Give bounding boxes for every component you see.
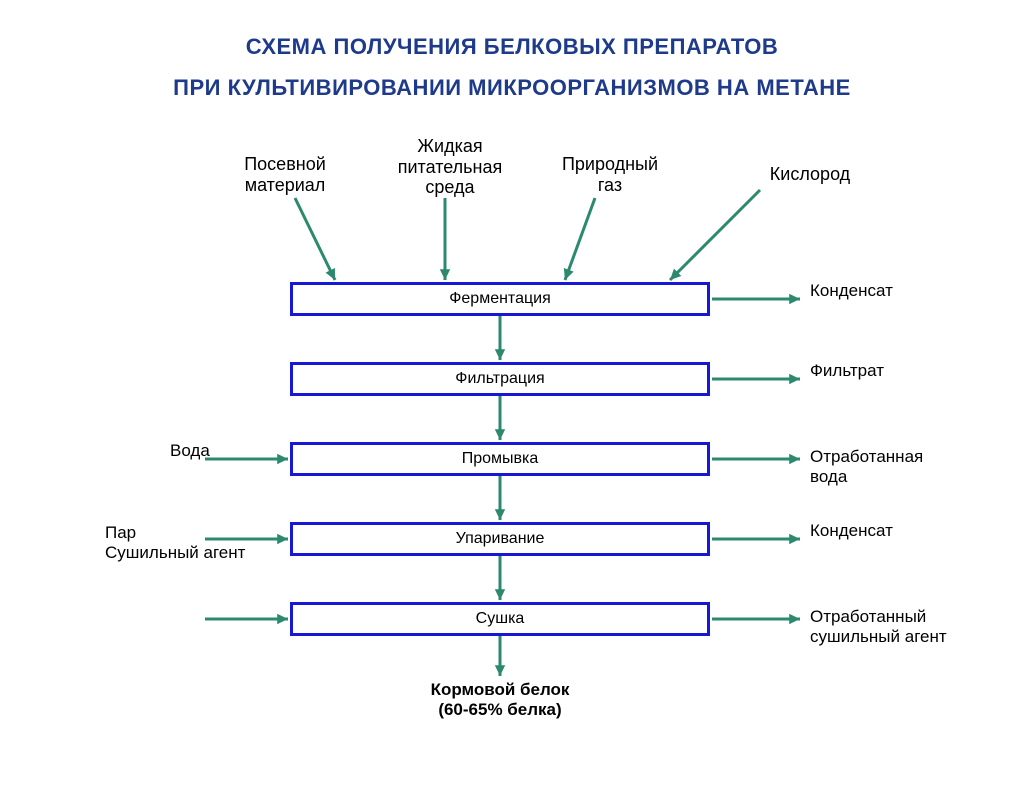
connector-1-2 bbox=[485, 381, 515, 455]
right-output-arrow-4 bbox=[697, 604, 815, 634]
right-output-label-2: Отработанная вода bbox=[810, 447, 1010, 486]
right-output-arrow-0 bbox=[697, 284, 815, 314]
flowchart-diagram: ФерментацияФильтрацияПромывкаУпариваниеС… bbox=[0, 114, 1024, 754]
diagram-title: СХЕМА ПОЛУЧЕНИЯ БЕЛКОВЫХ ПРЕПАРАТОВ ПРИ … bbox=[0, 30, 1024, 104]
connector-3-4 bbox=[485, 541, 515, 615]
input-arrow-gas bbox=[550, 183, 610, 295]
right-output-arrow-3 bbox=[697, 524, 815, 554]
right-output-arrow-1 bbox=[697, 364, 815, 394]
right-output-label-4: Отработанный сушильный агент bbox=[810, 607, 1010, 646]
right-output-label-3: Конденсат bbox=[810, 521, 1010, 541]
connector-0-1 bbox=[485, 301, 515, 375]
input-arrow-medium bbox=[430, 183, 460, 295]
left-input-label-3: Пар Сушильный агент bbox=[105, 523, 275, 562]
right-output-label-1: Фильтрат bbox=[810, 361, 1010, 381]
connector-2-3 bbox=[485, 461, 515, 535]
input-arrow-oxygen bbox=[655, 175, 775, 295]
title-line-1: СХЕМА ПОЛУЧЕНИЯ БЕЛКОВЫХ ПРЕПАРАТОВ bbox=[0, 30, 1024, 63]
right-output-arrow-2 bbox=[697, 444, 815, 474]
input-arrow-seed bbox=[280, 183, 350, 295]
left-input-label-2: Вода bbox=[170, 441, 340, 461]
final-output-label: Кормовой белок (60-65% белка) bbox=[390, 680, 610, 719]
right-output-label-0: Конденсат bbox=[810, 281, 1010, 301]
title-line-2: ПРИ КУЛЬТИВИРОВАНИИ МИКРООРГАНИЗМОВ НА М… bbox=[0, 71, 1024, 104]
left-input-arrow-4 bbox=[190, 604, 303, 634]
